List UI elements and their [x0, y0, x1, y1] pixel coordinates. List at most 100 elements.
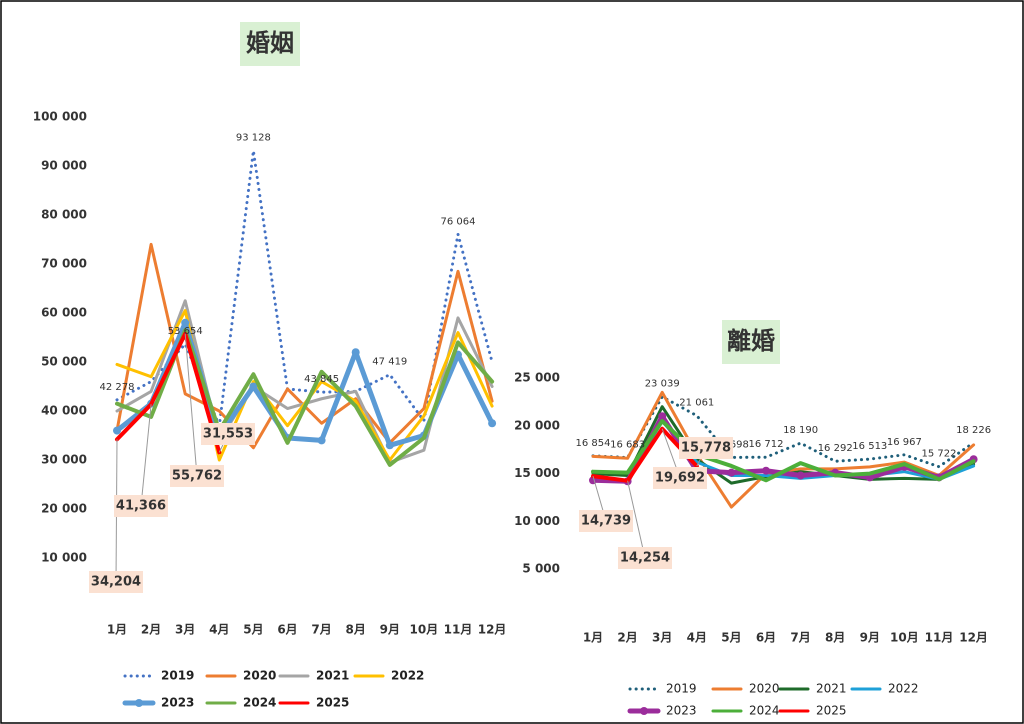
data-label: 16 292: [818, 443, 853, 454]
title-bg: [722, 320, 780, 364]
y-tick-label: 10 000: [514, 514, 560, 528]
data-label: 14,739: [581, 514, 631, 529]
x-tick-label: 10月: [890, 631, 919, 645]
y-tick-label: 15 000: [514, 466, 560, 480]
data-label: 93 128: [236, 133, 271, 144]
series-line: [591, 419, 976, 483]
y-tick-label: 60 000: [41, 306, 87, 320]
legend-label: 2021: [816, 682, 847, 696]
data-label: 23 039: [645, 379, 680, 390]
y-tick-label: 100 000: [33, 110, 87, 124]
marker: [249, 382, 258, 391]
legend-label: 2019: [161, 669, 194, 683]
y-tick-label: 5 000: [522, 562, 560, 576]
x-tick-label: 11月: [925, 631, 954, 645]
legend-label: 2021: [316, 669, 349, 683]
legend-label: 2020: [243, 669, 276, 683]
x-tick-label: 5月: [721, 631, 741, 645]
marker: [351, 348, 360, 357]
x-tick-label: 9月: [380, 623, 400, 637]
x-tick-label: 9月: [860, 631, 880, 645]
x-tick-label: 6月: [277, 623, 297, 637]
legend-label: 2020: [749, 682, 780, 696]
y-tick-label: 20 000: [514, 418, 560, 432]
marker: [727, 468, 736, 477]
data-label: 31,553: [203, 427, 253, 442]
x-tick-label: 1月: [583, 631, 603, 645]
label-box: [579, 510, 633, 532]
data-label: 21 061: [679, 398, 714, 409]
x-tick-label: 8月: [346, 623, 366, 637]
data-label: 34,204: [91, 575, 141, 590]
x-tick-label: 1月: [107, 623, 127, 637]
data-label: 16 513: [852, 441, 887, 452]
data-label: 15,778: [681, 441, 731, 456]
data-label: 19,692: [655, 471, 705, 486]
data-label: 42 278: [100, 382, 135, 393]
y-tick-label: 90 000: [41, 159, 87, 173]
x-tick-label: 5月: [243, 623, 263, 637]
leader-line: [627, 480, 646, 559]
x-tick-label: 7月: [790, 631, 810, 645]
y-tick-label: 50 000: [41, 355, 87, 369]
x-tick-label: 4月: [687, 631, 707, 645]
data-label: 53 654: [168, 326, 203, 337]
leader-line: [184, 333, 198, 477]
label-box: [618, 547, 672, 569]
series-line: [591, 395, 976, 469]
chart-title: 離婚: [727, 327, 775, 355]
y-tick-label: 10 000: [41, 551, 87, 565]
x-tick-label: 12月: [959, 631, 988, 645]
marker: [113, 426, 121, 435]
marker: [317, 436, 326, 445]
legend-label: 2025: [816, 704, 847, 718]
label-box: [653, 467, 707, 489]
data-label: 47 419: [372, 357, 407, 368]
y-tick-label: 25 000: [514, 371, 560, 385]
title-bg: [240, 22, 300, 66]
label-box: [170, 465, 224, 487]
marker: [762, 466, 770, 475]
legend-label: 2019: [666, 682, 697, 696]
x-tick-label: 11月: [444, 623, 473, 637]
data-label: 16 854: [576, 438, 611, 449]
legend-label: 2023: [666, 704, 697, 718]
data-label: 76 064: [441, 216, 476, 227]
legend-label: 2023: [161, 696, 194, 710]
legend-label: 2022: [391, 669, 424, 683]
legend-marker: [640, 707, 648, 715]
data-label: 55,762: [172, 469, 222, 484]
data-label: 43 845: [304, 374, 339, 385]
leader-line: [140, 404, 152, 507]
y-tick-label: 30 000: [41, 453, 87, 467]
x-tick-label: 3月: [175, 623, 195, 637]
y-tick-label: 80 000: [41, 208, 87, 222]
marker: [181, 318, 190, 327]
series-line: [115, 331, 222, 455]
y-tick-label: 70 000: [41, 257, 87, 271]
x-tick-label: 10月: [410, 623, 439, 637]
x-tick-label: 6月: [756, 631, 776, 645]
legend-label: 2022: [888, 682, 919, 696]
chart-title: 婚姻: [246, 29, 294, 57]
label-box: [89, 571, 143, 593]
data-label: 14,254: [620, 551, 670, 566]
x-tick-label: 7月: [311, 623, 331, 637]
x-tick-label: 2月: [141, 623, 161, 637]
x-tick-label: 8月: [825, 631, 845, 645]
x-tick-label: 4月: [209, 623, 229, 637]
label-box: [679, 437, 733, 459]
data-label: 41,366: [116, 499, 166, 514]
label-box: [114, 495, 168, 517]
data-label: 16 712: [749, 439, 784, 450]
marker: [658, 412, 667, 421]
data-label: 18 190: [783, 425, 818, 436]
legend-marker: [135, 699, 143, 707]
data-label: 16 683: [610, 440, 645, 451]
legend-label: 2025: [316, 696, 349, 710]
data-label: 15 722: [922, 449, 957, 460]
marker: [796, 471, 805, 480]
label-box: [201, 423, 255, 445]
